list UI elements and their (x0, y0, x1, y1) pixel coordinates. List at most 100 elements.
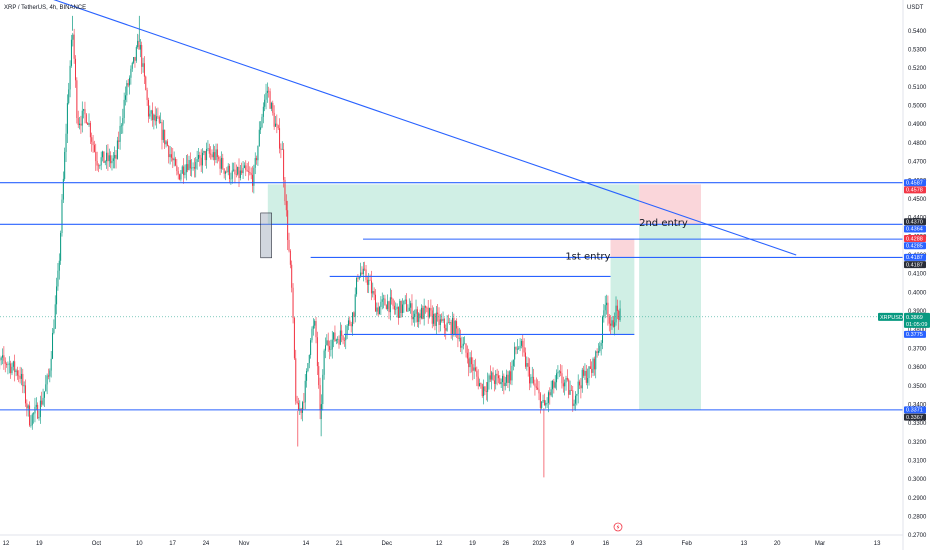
price-badge (904, 413, 926, 421)
zone-2[interactable] (610, 238, 635, 258)
annotations: 2nd entry 1st entry (565, 218, 688, 263)
candle-body (162, 129, 164, 140)
candle-body (104, 161, 106, 163)
candle-body (229, 165, 231, 180)
candle-body (376, 307, 378, 312)
annotation-1[interactable]: 1st entry (565, 252, 610, 263)
candle-body (266, 90, 268, 93)
candle-body (4, 360, 6, 364)
y-tick-label: 0.3900 (908, 309, 927, 315)
candle-body (554, 382, 556, 388)
candle-body (38, 416, 40, 419)
candle-body (116, 140, 118, 159)
candle-body (233, 169, 235, 171)
candle-body (99, 165, 101, 167)
price-badge (904, 253, 926, 261)
candle-body (11, 366, 13, 374)
candle-body (329, 346, 331, 350)
candle-body (495, 373, 497, 384)
symbol-title[interactable]: XRP / TetherUS, 4h, BINANCE (4, 5, 86, 11)
candle-body (337, 339, 339, 340)
annotation-0[interactable]: 2nd entry (639, 218, 688, 229)
candle-body (388, 301, 390, 313)
candle-body (7, 364, 9, 366)
candle-body (54, 304, 56, 329)
candle-body (343, 340, 345, 341)
candle-body (502, 375, 504, 383)
candle-body (402, 304, 404, 313)
candle-body (479, 383, 481, 387)
y-tick-label: 0.3700 (908, 346, 927, 352)
candle-body (312, 325, 314, 329)
trendline-layer (25, 0, 797, 256)
candle-body (493, 380, 495, 384)
candle-body (96, 161, 98, 166)
candle-body (43, 391, 45, 398)
candle-body (358, 276, 360, 279)
candle-body (488, 375, 490, 383)
candle-body (511, 365, 513, 381)
candle-body (115, 154, 117, 159)
highlight-box[interactable] (260, 212, 272, 259)
candle-body (587, 377, 589, 383)
candle-body (50, 358, 52, 371)
candle-body (120, 125, 122, 127)
candle-body (273, 112, 275, 127)
candle-body (88, 122, 90, 125)
candle-body (576, 393, 578, 396)
candle-body (366, 279, 368, 285)
candle-body (566, 377, 568, 380)
price-badge (904, 179, 926, 187)
zone-3[interactable] (610, 257, 635, 335)
candle-body (460, 337, 462, 348)
candle-body (219, 159, 221, 169)
candle-body (491, 372, 493, 380)
candle-body (172, 157, 174, 161)
candle-body (45, 384, 47, 392)
candle-body (573, 403, 575, 406)
candle-body (519, 345, 521, 349)
candle-body (189, 160, 191, 169)
lightning-icon[interactable] (613, 522, 623, 532)
candle-body (504, 382, 506, 387)
candle-body (572, 390, 574, 406)
candle-body (139, 44, 141, 50)
candle-body (114, 154, 116, 159)
x-tick-label: Oct (92, 541, 102, 547)
trendline[interactable] (25, 0, 797, 256)
candle-body (134, 57, 136, 61)
candle-body (60, 233, 62, 261)
candle-body (506, 374, 508, 383)
candle-body (546, 402, 548, 404)
candle-body (170, 154, 172, 158)
x-tick-label: 20 (774, 541, 781, 547)
candle-body (473, 367, 475, 371)
candle-body (254, 158, 256, 168)
candle-body (197, 154, 199, 160)
candle-body (280, 148, 282, 150)
price-badge-text: 0.4187 (906, 262, 923, 268)
candle-body (297, 403, 299, 411)
x-tick-label: 19 (36, 541, 43, 547)
candle-body (552, 380, 554, 390)
candle-body (604, 305, 606, 311)
y-tick-label: 0.3800 (908, 328, 927, 334)
candle-body (607, 302, 609, 318)
candle-body (31, 414, 33, 426)
candle-body (352, 312, 354, 327)
price-badge (904, 235, 926, 243)
candle-body (610, 323, 612, 326)
candle-body (339, 330, 341, 345)
candle-body (218, 156, 220, 160)
candle-body (442, 318, 444, 321)
candle-body (8, 363, 10, 365)
candle-body (46, 375, 48, 385)
zone-0[interactable] (267, 184, 640, 225)
time-axis[interactable]: 12 19 Oct 10 17 24 Nov 14 21 Dec 12 19 26 2023 9 16 23 Fe… (3, 541, 881, 547)
candle-body (81, 110, 83, 126)
x-tick-label: 19 (469, 541, 476, 547)
candle-body (80, 123, 82, 126)
candle-body (29, 405, 31, 426)
candle-body (230, 178, 232, 180)
